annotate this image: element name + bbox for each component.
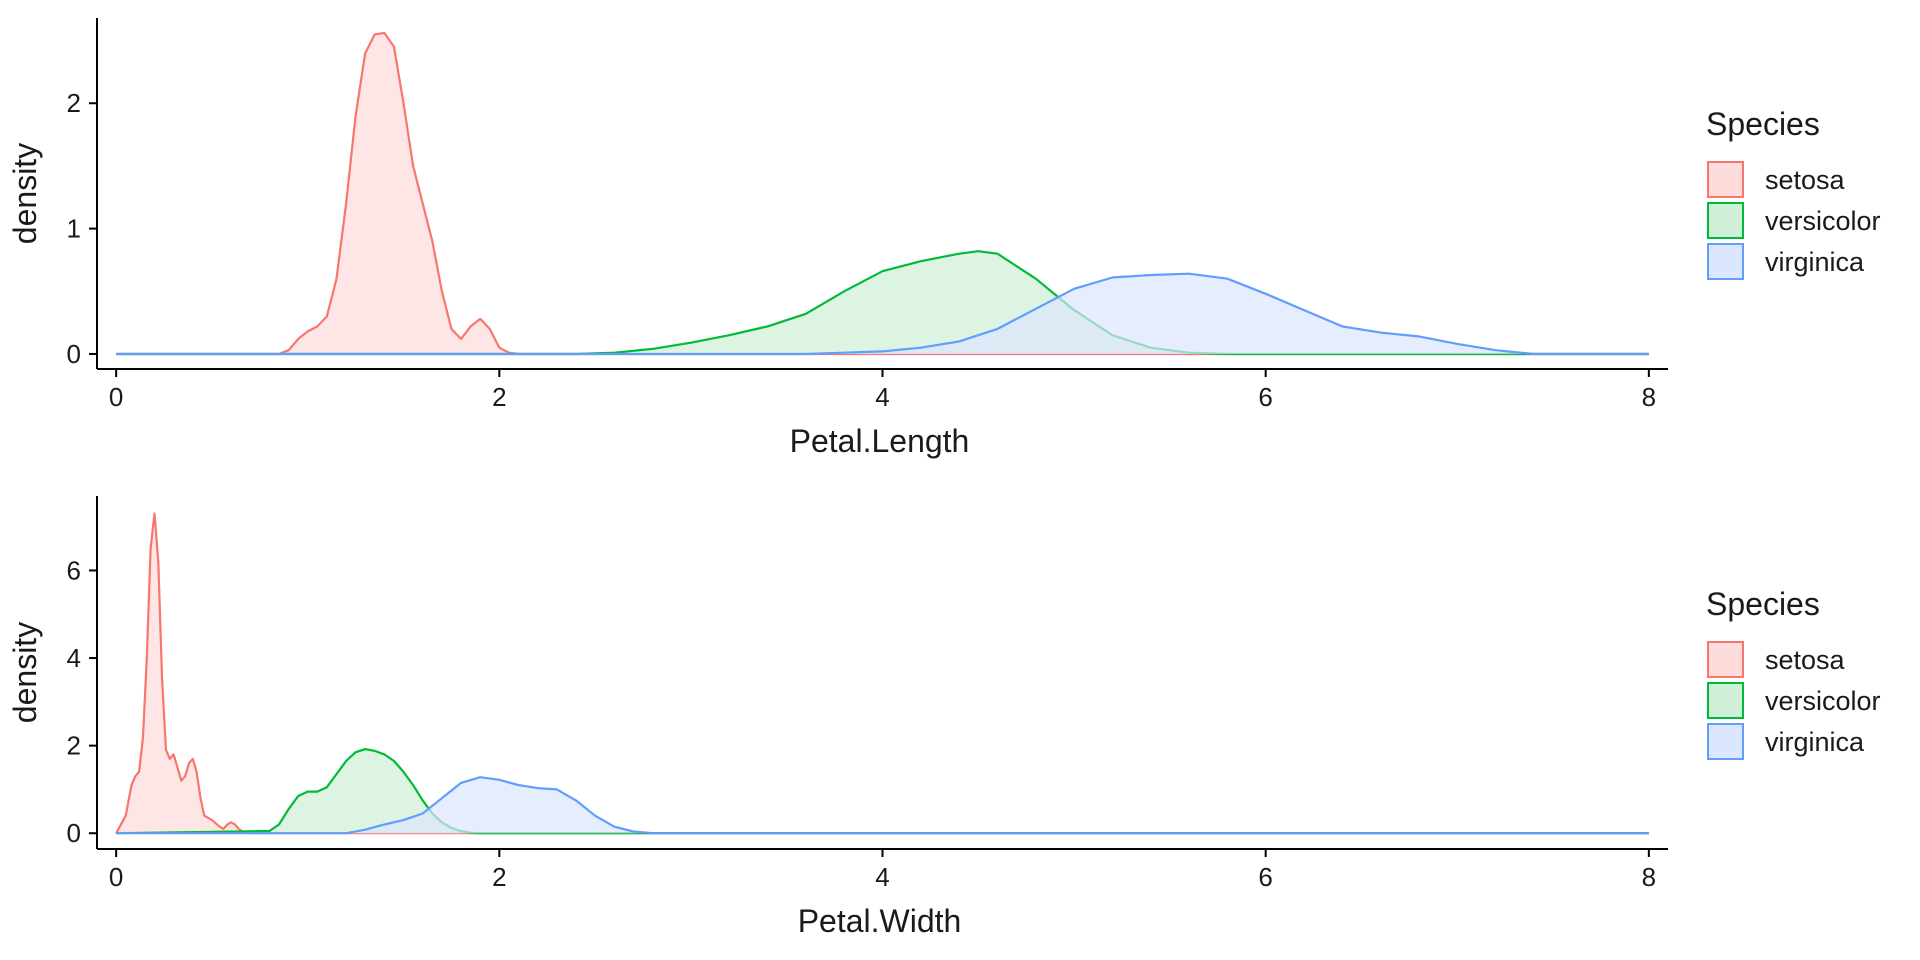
x-tick-label: 0 bbox=[109, 862, 123, 892]
legend: Species setosa versicolor virginica bbox=[1706, 106, 1881, 280]
density-line-virginica bbox=[116, 776, 1649, 835]
x-tick-label: 2 bbox=[492, 382, 506, 412]
legend-title: Species bbox=[1706, 106, 1820, 142]
legend-key-setosa bbox=[1707, 161, 1744, 198]
legend-key-setosa bbox=[1707, 641, 1744, 678]
legend-key-virginica bbox=[1707, 723, 1744, 760]
y-tick-label: 2 bbox=[67, 88, 81, 118]
y-axis-title: density bbox=[7, 143, 43, 244]
density-line-setosa bbox=[115, 512, 1649, 835]
x-tick-label: 2 bbox=[492, 862, 506, 892]
legend-label-versicolor: versicolor bbox=[1765, 206, 1881, 236]
x-tick-label: 6 bbox=[1258, 862, 1272, 892]
legend-key-virginica bbox=[1707, 243, 1744, 280]
legend-label-setosa: setosa bbox=[1765, 645, 1846, 675]
x-axis-title: Petal.Length bbox=[790, 423, 970, 459]
x-axis-title: Petal.Width bbox=[798, 903, 962, 939]
density-area-versicolor bbox=[116, 251, 1649, 354]
x-tick-label: 4 bbox=[875, 862, 889, 892]
legend: Species setosa versicolor virginica bbox=[1706, 586, 1881, 760]
legend-label-virginica: virginica bbox=[1765, 727, 1865, 757]
x-tick-label: 8 bbox=[1642, 382, 1656, 412]
x-tick-label: 4 bbox=[875, 382, 889, 412]
y-tick-label: 2 bbox=[67, 731, 81, 761]
density-area-virginica bbox=[116, 273, 1649, 354]
y-tick-label: 1 bbox=[67, 214, 81, 244]
y-tick-label: 6 bbox=[67, 555, 81, 585]
density-panel-1: 0 2 4 6 8 0 1 2 Petal.Length density Species setosa… bbox=[7, 18, 1881, 459]
density-panel-2: 0 2 4 6 8 0 2 4 6 Petal.Width density Species setosa… bbox=[7, 496, 1881, 939]
legend-key-versicolor bbox=[1707, 202, 1744, 239]
legend-label-virginica: virginica bbox=[1765, 247, 1865, 277]
density-line-virginica bbox=[116, 272, 1649, 356]
y-tick-label: 4 bbox=[67, 643, 81, 673]
legend-label-versicolor: versicolor bbox=[1765, 686, 1881, 716]
legend-key-versicolor bbox=[1707, 682, 1744, 719]
density-area-virginica bbox=[116, 777, 1649, 834]
x-tick-label: 8 bbox=[1642, 862, 1656, 892]
y-tick-label: 0 bbox=[67, 818, 81, 848]
x-tick-label: 0 bbox=[109, 382, 123, 412]
y-tick-label: 0 bbox=[67, 339, 81, 369]
x-tick-label: 6 bbox=[1258, 382, 1272, 412]
legend-title: Species bbox=[1706, 586, 1820, 622]
legend-label-setosa: setosa bbox=[1765, 165, 1846, 195]
y-axis-title: density bbox=[7, 622, 43, 723]
density-line-setosa bbox=[116, 31, 1649, 356]
